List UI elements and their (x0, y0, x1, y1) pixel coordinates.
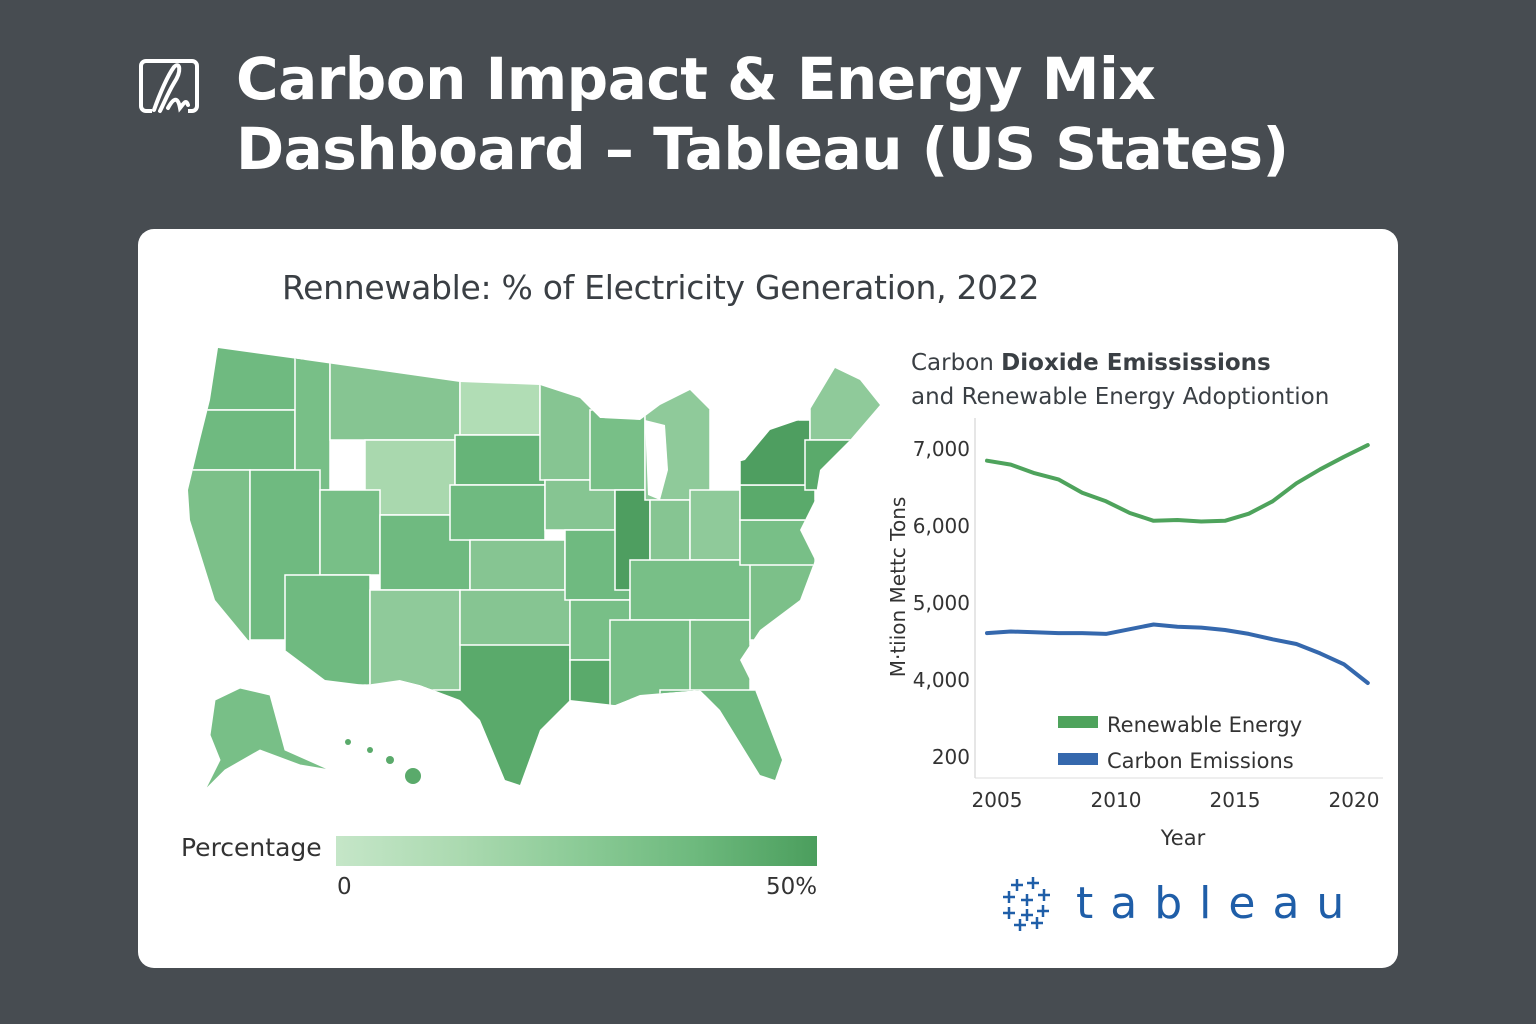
y-tick-label: 4,000 (913, 668, 970, 692)
plus-mark (1021, 909, 1033, 921)
x-tick-label: 2020 (1329, 788, 1380, 812)
state[interactable] (294, 354, 331, 491)
chart-title-line2: and Renewable Energy Adoptiontion (911, 384, 1330, 410)
legend-swatch-renewable (1058, 716, 1098, 728)
tableau-wordmark: tableau (1076, 878, 1362, 929)
state[interactable] (454, 434, 546, 486)
legend-swatch-carbon (1058, 753, 1098, 765)
plus-mark (1014, 919, 1026, 931)
state[interactable] (319, 489, 381, 576)
state[interactable] (689, 489, 741, 561)
plus-mark (1027, 877, 1039, 889)
map-title: Rennewable: % of Electricity Generation,… (282, 268, 1040, 307)
state[interactable] (629, 559, 771, 621)
legend-carbon: Carbon Emissions (1107, 749, 1294, 773)
y-tick-label: 7,000 (913, 437, 970, 461)
chart-title-part2: Dioxide Emississions (1001, 350, 1271, 376)
plus-mark (1003, 907, 1015, 919)
y-tick-label: 5,000 (913, 591, 970, 615)
y-tick-label: 200 (932, 745, 970, 769)
x-tick-label: 2010 (1091, 788, 1142, 812)
y-axis-label: M·tiion Mettc Tons (886, 497, 910, 678)
state[interactable] (369, 589, 461, 691)
signature-icon (139, 59, 199, 113)
legend-renewable: Renewable Energy (1107, 713, 1302, 737)
plus-mark (1021, 894, 1033, 906)
x-tick-label: 2015 (1210, 788, 1261, 812)
color-scale-bar (336, 836, 817, 866)
plus-mark (1003, 891, 1015, 903)
plus-mark (1031, 917, 1043, 929)
state[interactable] (459, 589, 571, 646)
state[interactable] (449, 484, 546, 541)
tableau-logo-icon (1003, 877, 1050, 931)
chart-title-part1: Carbon (911, 350, 994, 376)
legend-max: 50% (766, 874, 818, 900)
legend-min: 0 (337, 874, 352, 900)
state[interactable] (180, 409, 296, 471)
series-line-renewable (985, 443, 1370, 524)
plus-mark (1038, 889, 1050, 901)
plus-mark (1011, 879, 1023, 891)
x-tick-label: 2005 (972, 788, 1023, 812)
page-title: Carbon Impact & Energy Mix Dashboard – T… (236, 45, 1289, 183)
x-axis-label: Year (1160, 826, 1206, 850)
y-tick-label: 6,000 (913, 514, 970, 538)
legend-label: Percentage (181, 833, 322, 862)
chart-title: Carbon Dioxide Emississions and Renewabl… (911, 346, 1329, 414)
series-line-carbon (985, 622, 1370, 685)
state-alaska[interactable] (204, 687, 331, 791)
state-hawaii[interactable] (345, 739, 421, 784)
plus-mark (1037, 905, 1049, 917)
